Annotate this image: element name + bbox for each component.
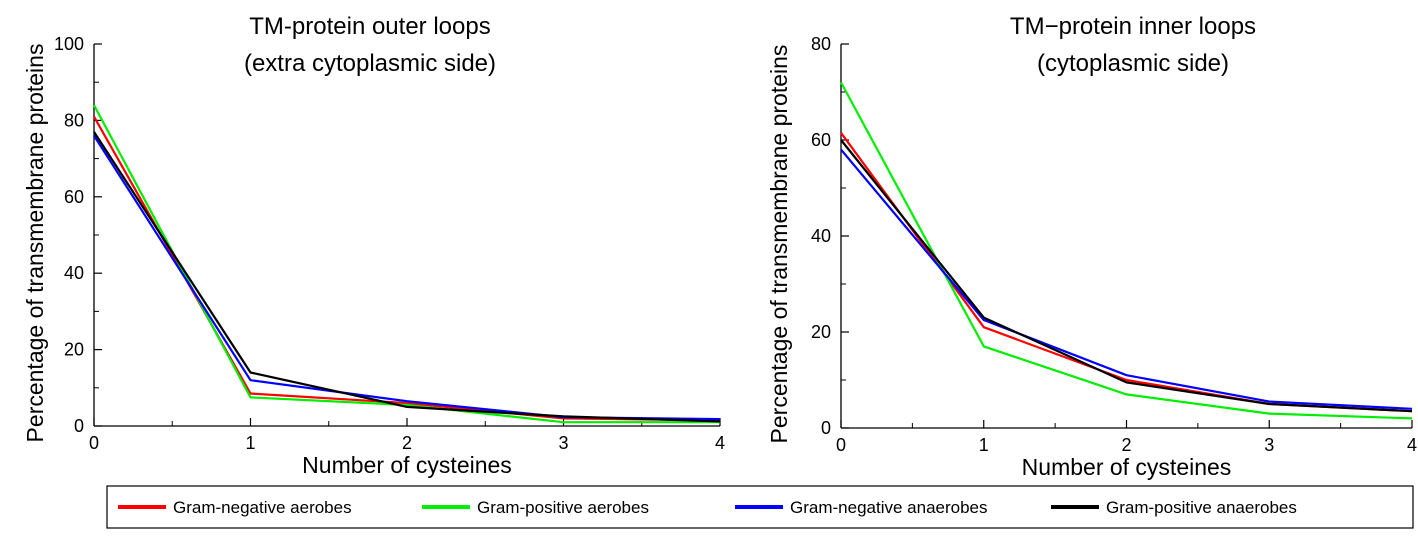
y-axis-label: Percentage of transmembrane proteins xyxy=(766,45,792,444)
x-tick-label: 2 xyxy=(402,433,412,453)
x-tick-label: 0 xyxy=(836,435,846,455)
x-tick-label: 1 xyxy=(245,433,255,453)
legend-label: Gram-negative anaerobes xyxy=(790,498,988,517)
legend-label: Gram-negative aerobes xyxy=(173,498,352,517)
x-tick-label: 3 xyxy=(1264,435,1274,455)
y-tick-label: 0 xyxy=(821,418,831,438)
y-tick-label: 20 xyxy=(64,340,84,360)
y-tick-label: 80 xyxy=(811,34,831,54)
x-tick-label: 1 xyxy=(979,435,989,455)
x-tick-label: 4 xyxy=(1407,435,1417,455)
legend-label: Gram-positive anaerobes xyxy=(1106,498,1297,517)
chart-title: TM−protein inner loops xyxy=(1010,13,1256,40)
series-line-1 xyxy=(840,132,1413,413)
y-tick-label: 20 xyxy=(811,322,831,342)
chart-subtitle: (extra cytoplasmic side) xyxy=(244,50,496,77)
x-tick-label: 2 xyxy=(1121,435,1131,455)
chart-title: TM-protein outer loops xyxy=(249,13,490,40)
y-tick-label: 100 xyxy=(54,34,84,54)
series-line-4 xyxy=(93,131,721,423)
chart-subtitle: (cytoplasmic side) xyxy=(1037,50,1229,77)
y-tick-label: 0 xyxy=(74,416,84,436)
legend-label: Gram-positive aerobes xyxy=(477,498,649,517)
y-tick-label: 60 xyxy=(811,130,831,150)
legend: Gram-negative aerobes Gram-positive aerob… xyxy=(106,485,1414,529)
series-line-2 xyxy=(93,104,720,424)
y-tick-label: 40 xyxy=(64,263,84,283)
x-axis-label: Number of cysteines xyxy=(1022,454,1232,480)
y-axis-label: Percentage of transmembrane proteins xyxy=(22,44,48,443)
series-line-3 xyxy=(840,148,1413,410)
x-axis-label: Number of cysteines xyxy=(302,452,512,478)
y-tick-label: 80 xyxy=(64,110,84,130)
y-tick-label: 60 xyxy=(64,187,84,207)
series-line-4 xyxy=(840,139,1413,413)
series-line-1 xyxy=(93,116,721,422)
x-tick-label: 4 xyxy=(715,433,725,453)
x-tick-label: 3 xyxy=(558,433,568,453)
y-tick-label: 40 xyxy=(811,226,831,246)
x-tick-label: 0 xyxy=(89,433,99,453)
